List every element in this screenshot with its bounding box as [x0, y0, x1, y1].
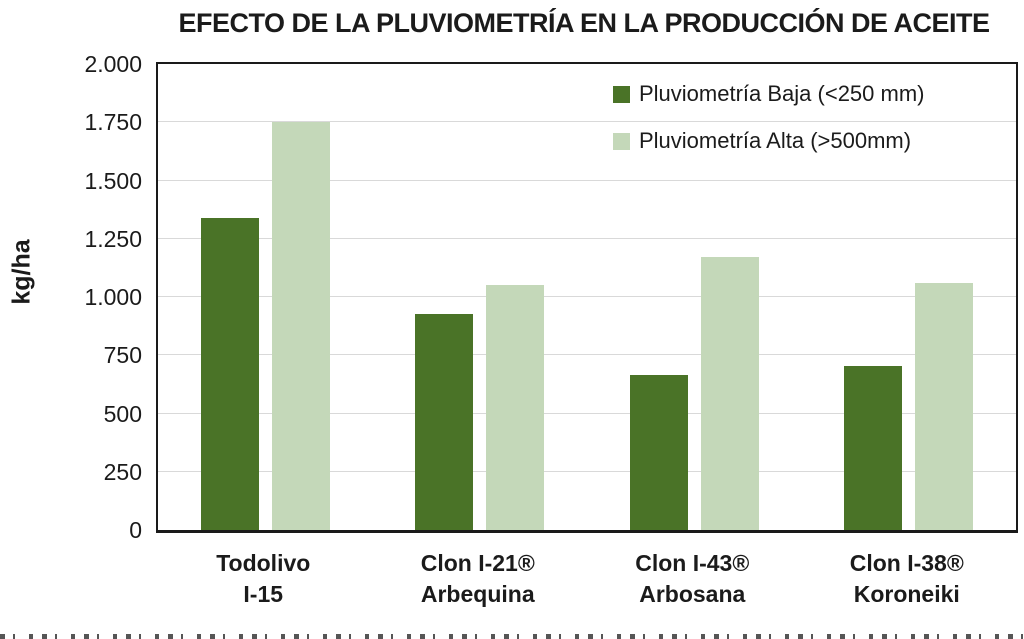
category-line1: Clon I-21®	[420, 550, 535, 576]
category-label-3: Clon I-43® Arbosana	[585, 548, 800, 610]
category-line1: Clon I-43®	[635, 550, 750, 576]
y-tick-label: 2.000	[84, 51, 142, 77]
chart-title: EFECTO DE LA PLUVIOMETRÍA EN LA PRODUCCI…	[178, 8, 990, 38]
y-tick-label: 250	[103, 458, 142, 485]
plot-area: Pluviometría Baja (<250 mm) Pluviometría …	[156, 62, 1018, 533]
y-tick-label: 1.250	[84, 225, 142, 252]
legend-swatch-icon	[613, 85, 630, 103]
legend-label: Pluviometría Alta (>500mm)	[639, 128, 912, 153]
gridline-1000	[158, 296, 1016, 297]
y-tick-label: 1.500	[84, 167, 142, 194]
y-tick-label: 750	[103, 342, 142, 369]
gridline-250	[158, 470, 1016, 472]
cropped-text-row	[0, 634, 1024, 639]
bar-baja-4	[844, 365, 903, 530]
legend-entry-alta: Pluviometría Alta (>500mm)	[613, 128, 925, 154]
category-label-4: Clon I-38® Koroneiki	[800, 548, 1015, 610]
bar-baja-2	[415, 314, 474, 530]
x-axis-category-labels: Todolivo I-15 Clon I-21® Arbequina Clon I-43…	[156, 548, 1018, 628]
y-tick-label: 1.000	[84, 284, 142, 310]
bar-baja-3	[629, 375, 688, 530]
y-tick-label: 500	[103, 400, 142, 427]
category-line1: Clon I-38®	[849, 550, 964, 576]
legend-label: Pluviometría Baja (<250 mm)	[639, 81, 925, 106]
category-label-2: Clon I-21® Arbequina	[371, 548, 586, 610]
y-tick-label: 0	[129, 517, 142, 543]
bar-alta-1	[271, 122, 330, 530]
legend-swatch-icon	[613, 132, 630, 150]
bar-alta-4	[915, 283, 974, 530]
gridline-1250	[158, 237, 1016, 239]
gridline-750	[158, 354, 1016, 356]
legend-entry-baja: Pluviometría Baja (<250 mm)	[613, 81, 925, 107]
gridline-1750	[158, 121, 1016, 123]
legend: Pluviometría Baja (<250 mm) Pluviometría …	[613, 81, 925, 175]
category-line2: Koroneiki	[853, 581, 960, 607]
gridline-1500	[158, 179, 1016, 181]
y-tick-label: 1.750	[84, 109, 142, 136]
category-label-1: Todolivo I-15	[156, 548, 371, 610]
category-line1: Todolivo	[216, 550, 311, 576]
bar-alta-2	[486, 285, 545, 530]
gridline-500	[158, 412, 1016, 414]
category-line2: Arbequina	[420, 581, 535, 607]
category-line2: Arbosana	[639, 581, 746, 607]
category-line2: I-15	[243, 581, 284, 607]
bar-baja-1	[200, 217, 259, 530]
bar-alta-3	[700, 257, 759, 530]
